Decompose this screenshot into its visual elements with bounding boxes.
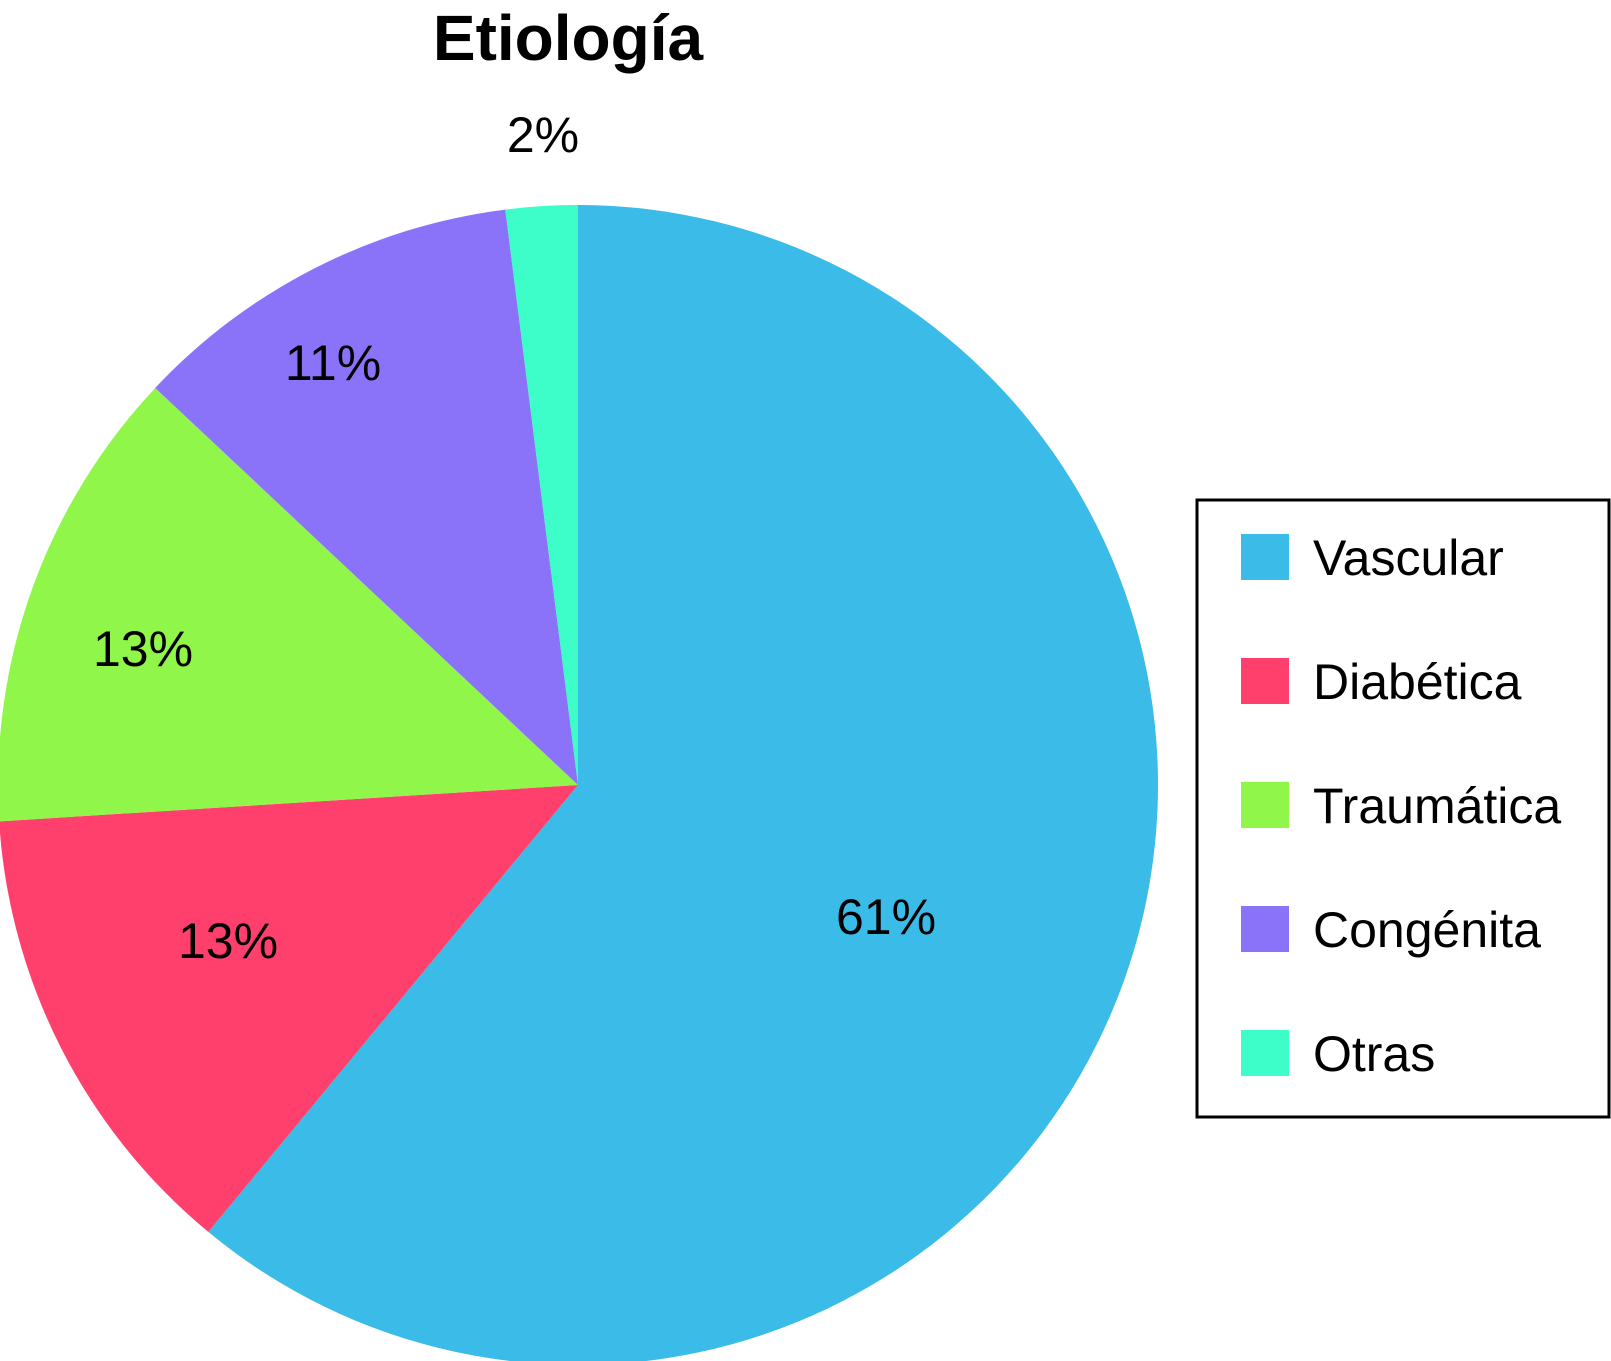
pie-slice-labels: 61% 13% 13% 11% 2% [93, 107, 936, 969]
legend-label-congenita: Congénita [1313, 902, 1541, 958]
legend-swatch-vascular [1241, 534, 1289, 580]
legend-label-vascular: Vascular [1313, 530, 1504, 586]
pie-slice-traumatica [0, 387, 578, 822]
legend-label-traumatica: Traumática [1313, 778, 1561, 834]
chart-title: Etiología [433, 2, 704, 74]
legend-label-otras: Otras [1313, 1026, 1435, 1082]
legend-swatch-otras [1241, 1030, 1289, 1076]
slice-label-diabetica: 13% [178, 913, 278, 969]
pie-slice-vascular [208, 205, 1158, 1361]
slice-label-vascular: 61% [836, 889, 936, 945]
legend-swatch-congenita [1241, 906, 1289, 952]
pie-slice-diabetica [0, 785, 578, 1232]
legend-swatch-traumatica [1241, 782, 1289, 828]
pie-slice-congenita [155, 209, 579, 785]
legend: Vascular Diabética Traumática Congénita Otra… [1195, 498, 1611, 1119]
slice-label-otras: 2% [507, 107, 579, 163]
slice-label-traumatica: 13% [93, 621, 193, 677]
pie-slice-otras [505, 205, 578, 785]
legend-swatch-diabetica [1241, 658, 1289, 704]
slice-label-congenita: 11% [285, 335, 381, 391]
legend-label-diabetica: Diabética [1313, 654, 1522, 710]
pie-slices [0, 205, 1158, 1361]
